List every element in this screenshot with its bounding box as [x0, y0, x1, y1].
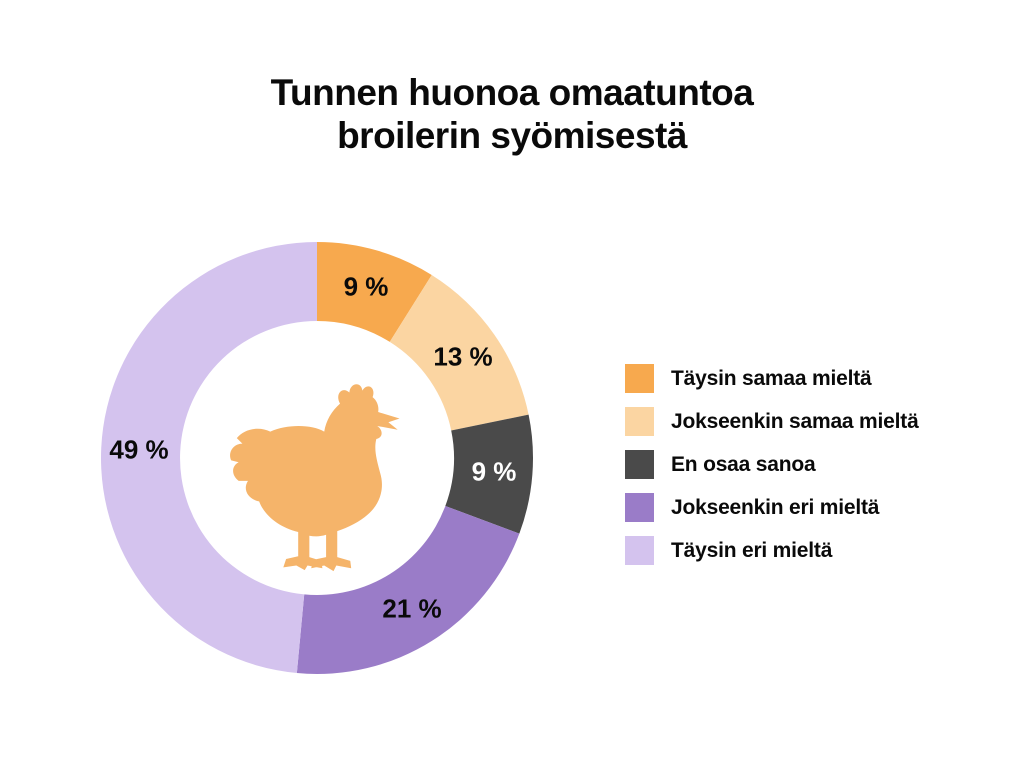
legend-label-3: En osaa sanoa: [671, 452, 816, 476]
legend-item-5: Täysin eri mieltä: [625, 536, 919, 565]
legend-swatch-5: [625, 536, 654, 565]
donut-chart: 9 % 13 % 9 % 21 % 49 %: [97, 238, 537, 678]
legend-swatch-2: [625, 407, 654, 436]
legend-label-1: Täysin samaa mieltä: [671, 366, 872, 390]
slice-value-label-4: 21 %: [382, 593, 442, 624]
legend-item-1: Täysin samaa mieltä: [625, 364, 919, 393]
chart-title-line2: broilerin syömisestä: [337, 114, 687, 156]
slice-value-label-2: 13 %: [433, 341, 493, 372]
donut-slice-4: [296, 505, 520, 675]
donut-slice-2: [389, 274, 529, 431]
legend-swatch-1: [625, 364, 654, 393]
legend-label-5: Täysin eri mieltä: [671, 538, 833, 562]
legend-item-2: Jokseenkin samaa mieltä: [625, 407, 919, 436]
chart-title: Tunnen huonoa omaatuntoa broilerin syömi…: [0, 72, 1024, 158]
legend-item-4: Jokseenkin eri mieltä: [625, 493, 919, 522]
donut-slice-1: [317, 242, 432, 342]
slice-value-label-1: 9 %: [343, 271, 389, 302]
legend-label-4: Jokseenkin eri mieltä: [671, 495, 880, 519]
chart-legend: Täysin samaa mieltä Jokseenkin samaa miel…: [625, 364, 919, 579]
legend-swatch-4: [625, 493, 654, 522]
donut-slice-3: [445, 414, 534, 534]
legend-label-2: Jokseenkin samaa mieltä: [671, 409, 919, 433]
chart-title-line1: Tunnen huonoa omaatuntoa: [270, 72, 754, 113]
slice-value-label-5: 49 %: [109, 434, 169, 465]
chicken-icon: [230, 384, 400, 572]
donut-rings: [100, 242, 534, 675]
chicken-silhouette-path: [230, 384, 400, 572]
legend-item-3: En osaa sanoa: [625, 450, 919, 479]
slice-value-label-3: 9 %: [471, 456, 517, 487]
legend-swatch-3: [625, 450, 654, 479]
donut-slice-5: [100, 242, 317, 674]
